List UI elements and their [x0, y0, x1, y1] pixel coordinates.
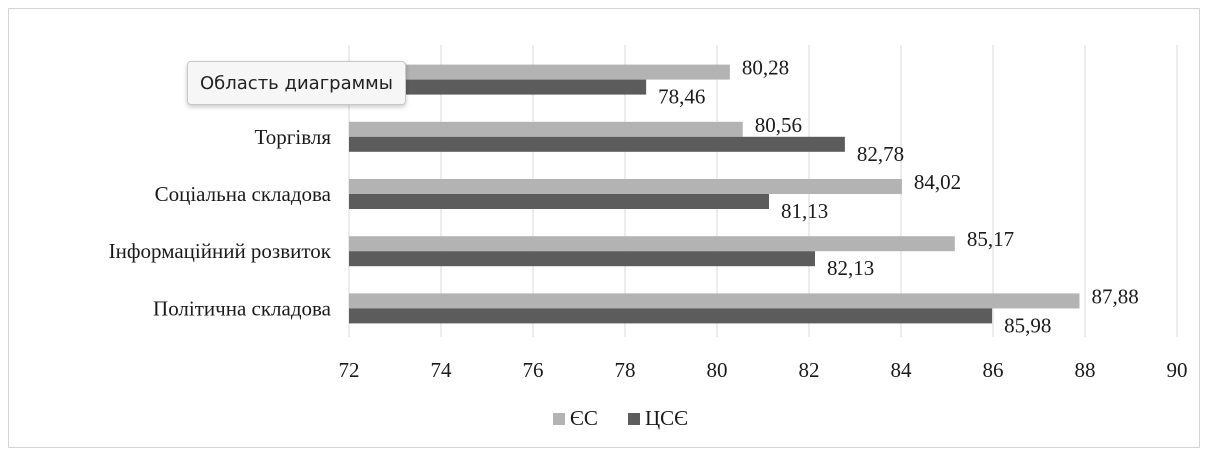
- legend-swatch: [553, 413, 565, 425]
- x-tick-label: 84: [891, 358, 913, 382]
- x-tick-label: 76: [523, 358, 544, 382]
- bar-cse: [349, 79, 647, 95]
- bar-es: [349, 121, 743, 137]
- chart-area[interactable]: 80,28 78,46 80,56 82,78 84,02 81,13 85,17 82,13…: [8, 8, 1200, 448]
- bar-cse: [349, 194, 769, 209]
- chart-area-tooltip: Область диаграммы: [187, 61, 406, 105]
- data-label: 82,13: [827, 256, 874, 280]
- category-label: Торгівля: [255, 125, 332, 149]
- data-labels: 80,28 78,46 80,56 82,78 84,02 81,13 85,17 82,13…: [658, 56, 1139, 338]
- x-tick-label: 86: [983, 358, 1004, 382]
- bar-es: [349, 179, 902, 194]
- data-label: 82,78: [857, 142, 904, 166]
- x-tick-label: 80: [707, 358, 728, 382]
- x-tick-label: 72: [339, 358, 360, 382]
- legend-label: ЦСЄ: [645, 406, 688, 430]
- x-tick-label: 78: [615, 358, 636, 382]
- data-label: 78,46: [658, 85, 705, 109]
- legend: ЄС ЦСЄ: [553, 406, 688, 430]
- data-label: 80,28: [742, 56, 789, 80]
- legend-label: ЄС: [570, 406, 598, 430]
- data-label: 87,88: [1091, 284, 1138, 308]
- bar-cse: [349, 136, 845, 152]
- x-tick-label: 82: [799, 358, 820, 382]
- bar-es: [349, 293, 1080, 309]
- category-labels: ЕкономічТоргівляСоціальна складоваІнформ…: [109, 68, 332, 321]
- bar-chart: 80,28 78,46 80,56 82,78 84,02 81,13 85,17 82,13…: [109, 45, 1188, 430]
- bar-es: [349, 236, 955, 252]
- x-axis-tick-labels: 72 74 76 78 80 82 84 86 88 90: [339, 358, 1188, 382]
- category-label: Інформаційний розвиток: [109, 239, 332, 263]
- bar-cse: [349, 251, 815, 267]
- bar-es: [349, 64, 730, 80]
- bars: [349, 64, 1080, 324]
- data-label: 85,17: [967, 227, 1014, 251]
- bar-cse: [349, 308, 993, 324]
- category-label: Політична складова: [153, 296, 332, 320]
- x-tick-label: 74: [431, 358, 453, 382]
- x-tick-label: 90: [1167, 358, 1188, 382]
- data-label: 85,98: [1004, 313, 1051, 337]
- data-label: 81,13: [781, 199, 828, 223]
- data-label: 84,02: [914, 170, 961, 194]
- legend-swatch: [628, 413, 640, 425]
- x-tick-label: 88: [1075, 358, 1096, 382]
- category-label: Соціальна складова: [155, 182, 332, 206]
- data-label: 80,56: [755, 113, 802, 137]
